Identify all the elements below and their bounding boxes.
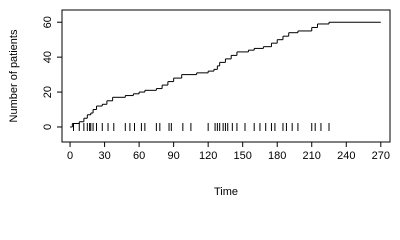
x-tick-label: 0 [67, 150, 73, 162]
x-tick-label: 180 [268, 150, 286, 162]
chart: Time Number of patients 0 30 60 90 120 150 180… [8, 9, 391, 198]
x-tick-label: 150 [234, 150, 252, 162]
x-tick-label: 240 [337, 150, 355, 162]
x-tick-label: 90 [168, 150, 180, 162]
plot-frame [61, 9, 391, 143]
x-tick-label: 210 [303, 150, 321, 162]
x-tick-label: 270 [372, 150, 390, 162]
y-tick-label: 0 [42, 124, 54, 130]
y-tick-label: 40 [42, 51, 54, 63]
x-tick-label: 120 [199, 150, 217, 162]
x-tick-label: 60 [133, 150, 145, 162]
x-tick-label: 30 [98, 150, 110, 162]
y-axis-label: Number of patients [8, 29, 20, 122]
x-axis-label: Time [214, 186, 238, 198]
y-tick-label: 60 [42, 16, 54, 28]
page: {"chart_data": {"type": "step", "step": … [7, 9, 391, 198]
y-tick-label: 20 [42, 86, 54, 98]
